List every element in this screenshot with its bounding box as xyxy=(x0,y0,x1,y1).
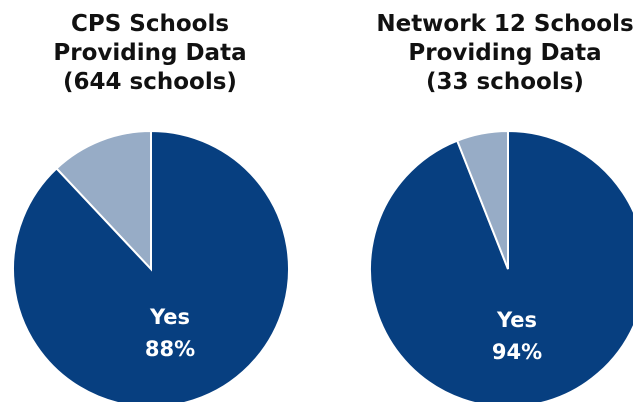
cps-slice-percent-label: 88% xyxy=(145,337,195,361)
cps-slice-name-label: Yes xyxy=(149,305,190,329)
network12-chart-title: Network 12 Schools Providing Data (33 sc… xyxy=(376,11,633,95)
network12-slice-percent-label: 94% xyxy=(492,340,542,364)
network12-pie-slice-1 xyxy=(455,129,509,270)
network12-pie-slice-0 xyxy=(369,129,633,402)
network12-slice-name-label: Yes xyxy=(496,308,537,332)
cps-pie-slice-1 xyxy=(55,129,152,272)
cps-chart-title: CPS Schools Providing Data (644 schools) xyxy=(53,11,247,95)
